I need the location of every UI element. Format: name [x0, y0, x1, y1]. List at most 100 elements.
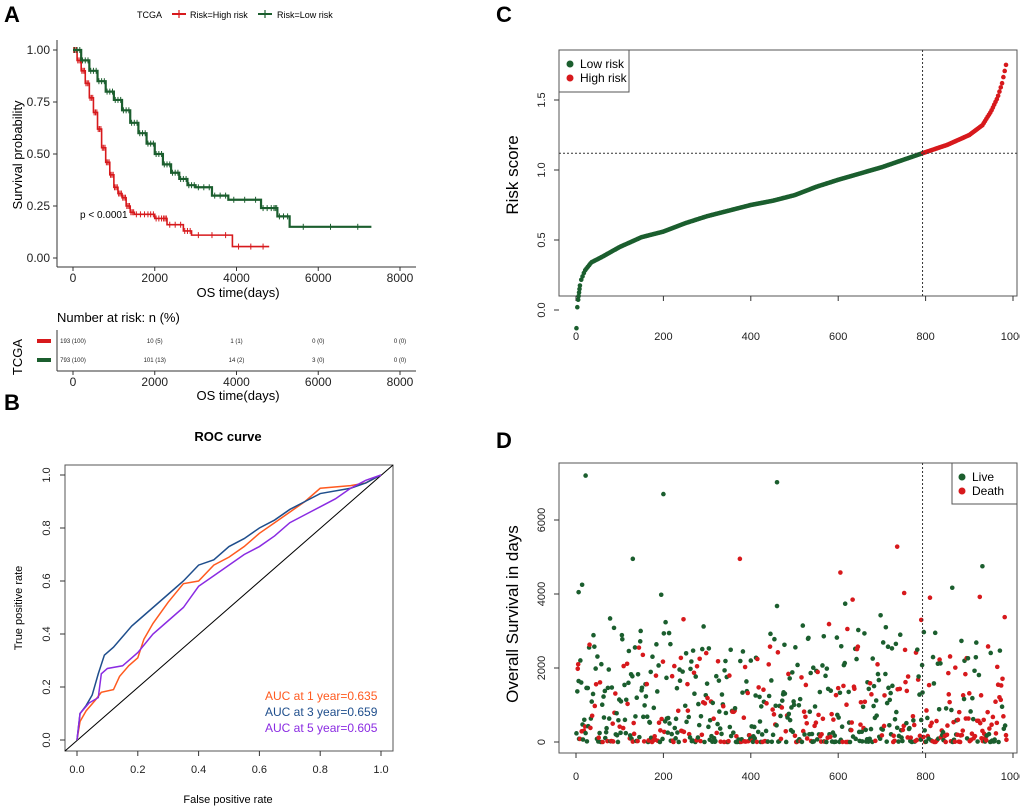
risk-y-tick-label: 1.5	[536, 92, 548, 107]
surv-point-live	[925, 715, 930, 721]
surv-point-live	[643, 694, 649, 699]
surv-point-death	[929, 720, 935, 726]
surv-point-live	[665, 715, 671, 721]
surv-point-death	[620, 725, 626, 731]
surv-point-live	[757, 694, 762, 700]
surv-point-death	[786, 671, 791, 677]
km-curve-high-risk	[73, 49, 270, 248]
surv-point-death	[671, 739, 676, 745]
surv-point-live	[817, 689, 823, 695]
surv-point-live	[782, 691, 788, 696]
surv-point-live	[980, 563, 985, 569]
surv-point-live	[800, 623, 806, 628]
roc-legend-item: AUC at 5 year=0.605	[265, 721, 378, 735]
surv-point-live	[682, 703, 688, 709]
risk-point-high	[999, 80, 1005, 86]
surv-point-death	[952, 739, 958, 744]
surv-point-live	[637, 639, 643, 644]
surv-legend: Live Death	[951, 462, 1018, 505]
roc-x-tick-label: 0.4	[191, 764, 206, 776]
surv-point-live	[918, 717, 924, 723]
surv-point-live	[727, 724, 733, 730]
surv-point-live	[814, 737, 820, 742]
surv-point-live	[972, 668, 977, 674]
surv-point-death	[783, 728, 789, 734]
roc-plot-box	[64, 464, 394, 752]
surv-point-death	[737, 556, 743, 562]
surv-point-death	[819, 731, 824, 737]
surv-point-live	[976, 672, 982, 678]
surv-point-live	[883, 671, 888, 677]
surv-point-live	[680, 669, 685, 674]
surv-point-live	[701, 624, 706, 629]
surv-point-live	[651, 705, 657, 711]
surv-point-death	[969, 731, 975, 736]
surv-point-live	[893, 641, 899, 647]
risk-table-cell: 1 (1)	[230, 339, 242, 345]
surv-y-tick-label: 4000	[536, 582, 548, 606]
surv-point-death	[715, 658, 721, 664]
surv-point-death	[770, 707, 775, 712]
surv-point-death	[592, 703, 598, 709]
surv-x-tick-label: 400	[742, 771, 760, 783]
surv-point-live	[619, 632, 625, 638]
surv-point-death	[653, 673, 659, 678]
surv-point-death	[838, 570, 843, 575]
surv-point-death	[956, 709, 962, 715]
surv-point-death	[727, 673, 732, 678]
surv-point-live	[768, 631, 773, 637]
surv-point-death	[815, 669, 820, 675]
surv-point-live	[806, 635, 811, 641]
surv-point-death	[902, 647, 908, 653]
risk-point-low	[574, 325, 579, 331]
surv-x-tick-label: 600	[829, 771, 847, 783]
surv-point-death	[934, 718, 939, 724]
surv-y-tick-label: 0	[536, 739, 548, 745]
surv-point-death	[957, 739, 963, 745]
surv-point-live	[884, 700, 890, 706]
surv-point-death	[946, 692, 952, 697]
surv-point-death	[804, 736, 810, 741]
surv-point-live	[688, 666, 693, 672]
surv-point-death	[829, 711, 834, 717]
km-pvalue: p < 0.0001	[80, 210, 128, 221]
surv-legend-live-dot	[958, 473, 966, 481]
surv-point-live	[614, 710, 619, 716]
surv-point-live	[812, 704, 818, 709]
surv-point-death	[972, 733, 978, 739]
surv-point-death	[685, 681, 690, 687]
surv-point-death	[754, 739, 760, 745]
surv-point-live	[888, 690, 893, 696]
surv-point-death	[661, 729, 667, 735]
surv-point-live	[632, 645, 638, 650]
surv-point-live	[753, 693, 758, 698]
surv-point-live	[755, 729, 761, 735]
surv-point-live	[623, 697, 629, 703]
surv-point-live	[787, 676, 792, 681]
surv-point-live	[878, 612, 883, 618]
surv-point-live	[930, 654, 936, 660]
roc-legend-item: AUC at 1 year=0.635	[265, 689, 378, 703]
km-y-tick-label: 0.50	[27, 147, 51, 161]
surv-point-death	[694, 663, 700, 669]
surv-point-death	[894, 544, 900, 549]
surv-point-live	[611, 625, 617, 631]
surv-point-live	[911, 718, 916, 723]
surv-point-live	[584, 739, 590, 744]
surv-point-live	[838, 644, 844, 649]
surv-point-live	[992, 737, 997, 742]
surv-point-live	[778, 713, 783, 719]
surv-point-death	[998, 683, 1004, 688]
surv-point-live	[823, 673, 828, 679]
surv-point-live	[731, 730, 736, 735]
roc-x-tick-label: 0.6	[252, 764, 267, 776]
surv-point-death	[597, 680, 603, 685]
risk-table-cell: 101 (13)	[144, 358, 166, 364]
surv-point-live	[856, 627, 861, 633]
surv-point-live	[699, 646, 705, 652]
surv-point-live	[786, 711, 792, 717]
surv-point-live	[923, 739, 929, 745]
surv-point-live	[894, 725, 900, 731]
surv-point-live	[772, 636, 777, 642]
surv-point-death	[691, 670, 697, 676]
